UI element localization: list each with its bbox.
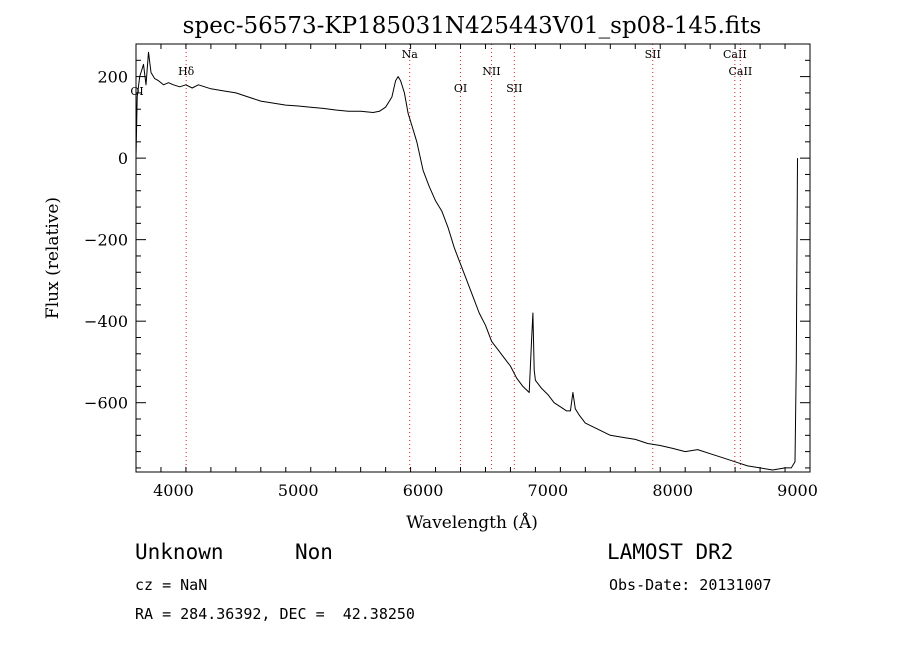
x-tick-label: 9000 bbox=[777, 481, 818, 500]
x-tick-label: 4000 bbox=[153, 481, 194, 500]
obs-date-text: Obs-Date: 20131007 bbox=[609, 576, 772, 594]
plot-frame bbox=[135, 43, 811, 473]
coordinates-text: RA = 284.36392, DEC = 42.38250 bbox=[135, 605, 415, 623]
spectral-line-label: Na bbox=[402, 48, 419, 61]
spectral-line-label: CaII bbox=[729, 65, 753, 78]
y-tick-label: −200 bbox=[84, 231, 128, 250]
spectral-line-label: NII bbox=[482, 65, 500, 78]
x-axis-label: Wavelength (Å) bbox=[406, 512, 538, 533]
spectral-line-label: CaII bbox=[723, 48, 747, 61]
x-tick-label: 7000 bbox=[528, 481, 569, 500]
chart-title: spec-56573-KP185031N425443V01_sp08-145.f… bbox=[183, 13, 762, 39]
spectral-line-label: Hδ bbox=[178, 65, 195, 78]
y-tick-label: −400 bbox=[84, 312, 128, 331]
spectral-line-label: OI bbox=[130, 85, 143, 98]
x-tick-label: 8000 bbox=[652, 481, 693, 500]
survey-label: LAMOST DR2 bbox=[607, 540, 734, 564]
x-tick-label: 6000 bbox=[403, 481, 444, 500]
y-tick-label: 0 bbox=[118, 149, 128, 168]
y-tick-label: 200 bbox=[97, 68, 128, 87]
y-tick-label: −600 bbox=[84, 394, 128, 413]
y-axis-label: Flux (relative) bbox=[43, 197, 63, 319]
spectral-line-label: SII bbox=[645, 48, 661, 61]
spectral-line-label: SII bbox=[506, 82, 522, 95]
x-tick-label: 5000 bbox=[278, 481, 319, 500]
spectrum-line bbox=[135, 51, 798, 471]
spectral-line-label: OI bbox=[454, 82, 467, 95]
subclass-label: Non bbox=[295, 540, 333, 564]
class-label: Unknown bbox=[135, 540, 224, 564]
redshift-text: cz = NaN bbox=[135, 576, 208, 594]
